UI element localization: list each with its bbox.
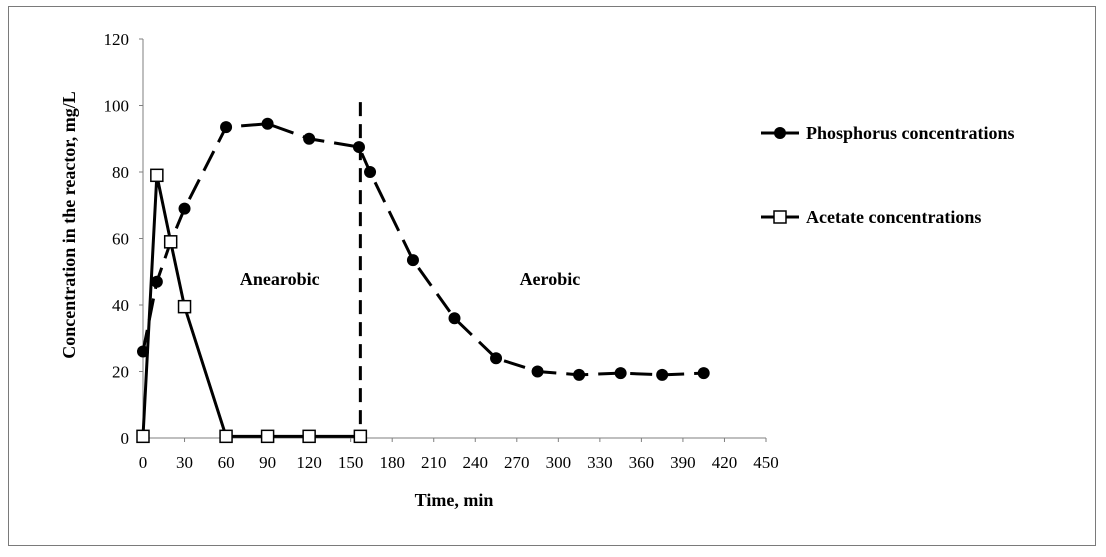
legend-label-acetate: Acetate concentrations	[806, 207, 981, 227]
phosphorus-point	[406, 254, 419, 267]
acetate-point	[302, 429, 316, 444]
phosphorus-point	[150, 275, 163, 288]
phosphorus-point	[137, 345, 149, 358]
plot-area	[136, 102, 710, 444]
acetate-point	[177, 299, 192, 314]
phosphorus-point	[352, 141, 365, 154]
phosphorus-point	[261, 117, 274, 130]
phosphorus-point	[303, 132, 316, 145]
tick-labels: 0 20 40 60 80 100 120 0 30 60 90 120 150 180 210 240 270…	[104, 30, 779, 472]
x-axis-title: Time, min	[415, 490, 494, 510]
x-tick-label: 120	[296, 453, 322, 472]
phosphorus-point	[573, 368, 586, 381]
y-tick-label: 80	[112, 163, 129, 182]
legend: Phosphorus concentrations Acetate concen…	[761, 123, 1015, 227]
axes	[139, 38, 767, 442]
legend-label-phosphorus: Phosphorus concentrations	[806, 123, 1015, 143]
phosphorus-point	[656, 368, 669, 381]
y-tick-label: 100	[104, 97, 130, 116]
phosphorus-point	[448, 312, 461, 325]
series-line-phosphorus	[141, 122, 704, 377]
acetate-point	[136, 429, 150, 444]
acetate-point	[150, 168, 164, 183]
legend-marker-acetate	[773, 210, 787, 224]
line-chart: 0 20 40 60 80 100 120 0 30 60 90 120 150 180 210 240 270…	[59, 30, 1015, 510]
acetate-point	[219, 429, 233, 444]
x-tick-label: 240	[463, 453, 489, 472]
x-tick-label: 390	[670, 453, 696, 472]
anaerobic-label: Anearobic	[240, 269, 320, 289]
legend-item-phosphorus: Phosphorus concentrations	[761, 123, 1015, 143]
x-tick-label: 180	[379, 453, 405, 472]
x-tick-label: 330	[587, 453, 613, 472]
phosphorus-point	[490, 352, 503, 365]
acetate-point	[260, 429, 275, 444]
x-tick-label: 30	[176, 453, 193, 472]
x-tick-label: 360	[629, 453, 655, 472]
phosphorus-point	[531, 365, 544, 378]
x-tick-label: 420	[712, 453, 738, 472]
x-tick-label: 0	[139, 453, 148, 472]
y-tick-label: 40	[112, 296, 129, 315]
x-tick-label: 300	[546, 453, 572, 472]
x-tick-label: 60	[218, 453, 235, 472]
x-tick-label: 210	[421, 453, 447, 472]
chart-frame: 0 20 40 60 80 100 120 0 30 60 90 120 150 180 210 240 270…	[8, 6, 1096, 546]
series-line-acetate	[141, 175, 361, 438]
x-tick-label: 450	[753, 453, 779, 472]
x-tick-label: 90	[259, 453, 276, 472]
y-tick-label: 0	[121, 429, 130, 448]
legend-item-acetate: Acetate concentrations	[761, 207, 981, 227]
y-tick-label: 120	[104, 30, 130, 49]
acetate-point	[353, 429, 368, 444]
x-tick-label: 270	[504, 453, 530, 472]
aerobic-label: Aerobic	[520, 269, 581, 289]
y-tick-label: 20	[112, 363, 129, 382]
phosphorus-point	[364, 166, 377, 178]
legend-marker-phosphorus	[774, 127, 786, 139]
phosphorus-point	[178, 202, 191, 215]
phosphorus-point	[697, 367, 710, 380]
y-tick-label: 60	[112, 230, 129, 249]
phosphorus-point	[614, 367, 627, 380]
x-tick-label: 150	[338, 453, 364, 472]
phosphorus-point	[220, 121, 233, 134]
annotations: Anearobic Aerobic	[240, 269, 580, 289]
acetate-point	[163, 235, 178, 249]
y-axis-title: Concentration in the reactor, mg/L	[59, 91, 79, 358]
